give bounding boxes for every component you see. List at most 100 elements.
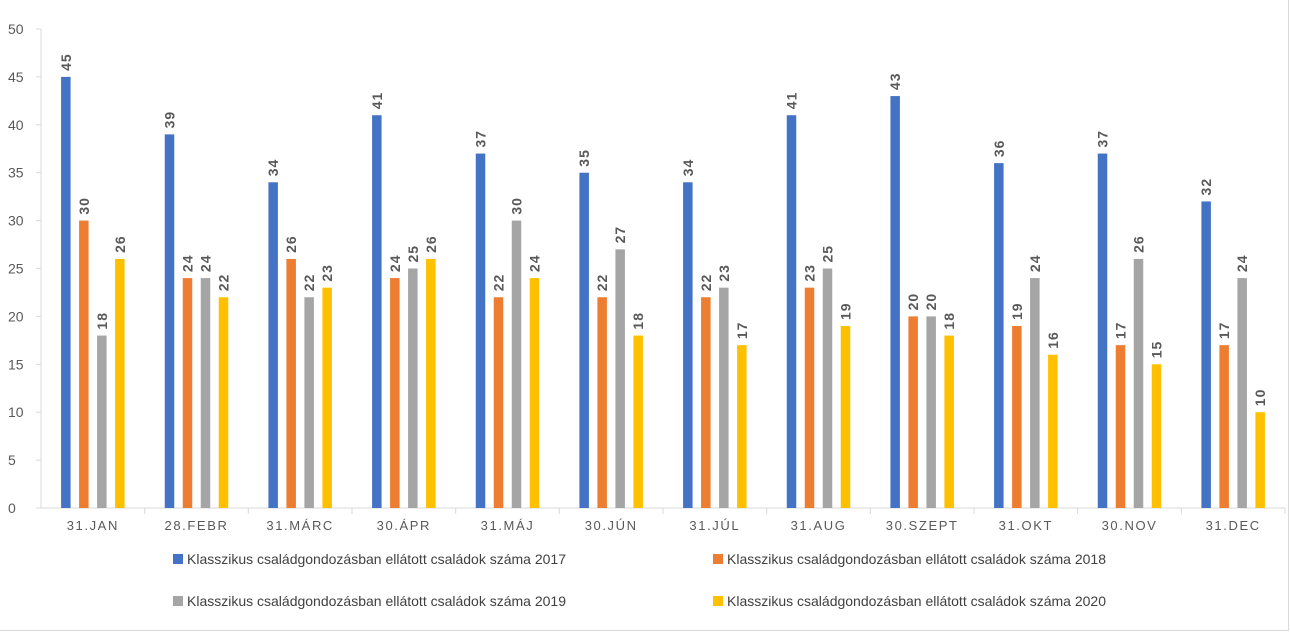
- bar: [719, 287, 729, 508]
- data-label: 22: [301, 274, 317, 292]
- bar: [615, 249, 625, 508]
- data-label: 19: [838, 302, 854, 320]
- data-label: 25: [405, 245, 421, 263]
- bar: [200, 278, 211, 508]
- data-label: 23: [802, 264, 818, 282]
- y-tick-label: 20: [8, 308, 24, 324]
- data-label: 18: [941, 312, 957, 330]
- data-label: 24: [387, 255, 403, 273]
- bar: [164, 134, 175, 508]
- x-tick-label: 30.ÁPR: [377, 518, 431, 533]
- data-label: 26: [1131, 235, 1147, 253]
- legend-label: Klasszikus családgondozásban ellátott cs…: [727, 593, 1106, 609]
- bar: [115, 258, 125, 508]
- bar: [840, 325, 851, 508]
- bar: [372, 115, 382, 508]
- x-tick-label: 28.FEBR: [165, 518, 229, 533]
- bar: [1012, 325, 1022, 508]
- bar: [1115, 345, 1126, 508]
- legend-swatch: [713, 554, 723, 564]
- data-label: 45: [58, 53, 74, 71]
- bar: [511, 220, 522, 508]
- y-tick-label: 30: [8, 213, 24, 229]
- data-label: 25: [820, 245, 836, 263]
- data-label: 22: [216, 274, 232, 292]
- data-label: 39: [162, 111, 178, 129]
- data-label: 20: [923, 293, 939, 311]
- data-label: 26: [283, 235, 299, 253]
- legend: Klasszikus családgondozásban ellátott cs…: [173, 551, 1106, 609]
- y-tick-label: 50: [8, 21, 24, 37]
- bar: [1151, 364, 1162, 508]
- data-label: 22: [594, 274, 610, 292]
- data-label: 26: [423, 235, 439, 253]
- bar: [1133, 258, 1144, 508]
- data-label: 41: [784, 92, 800, 110]
- bar: [408, 268, 418, 508]
- bar: [890, 96, 900, 508]
- data-label: 15: [1149, 341, 1165, 359]
- x-tick-label: 31.MÁJ: [481, 518, 535, 533]
- data-label: 26: [112, 235, 128, 253]
- bar: [426, 258, 436, 508]
- y-tick-label: 0: [8, 500, 16, 516]
- bar: [79, 220, 89, 508]
- y-tick-label: 40: [8, 117, 24, 133]
- bar: [218, 297, 229, 508]
- data-label: 30: [509, 197, 525, 215]
- bar: [822, 268, 833, 508]
- y-tick-label: 5: [8, 452, 16, 468]
- data-label: 17: [1216, 322, 1232, 340]
- y-tick-label: 45: [8, 69, 24, 85]
- x-tick-label: 30.NOV: [1102, 518, 1158, 533]
- bar: [390, 278, 400, 508]
- data-label: 37: [473, 130, 489, 148]
- bar: [1201, 201, 1211, 508]
- bar: [944, 335, 954, 508]
- bar: [804, 287, 815, 508]
- x-tick-label: 31.JÚL: [689, 518, 740, 533]
- bar: [304, 297, 314, 508]
- bar: [926, 316, 936, 508]
- data-label: 17: [1113, 322, 1129, 340]
- data-label: 18: [94, 312, 110, 330]
- data-label: 10: [1252, 389, 1268, 407]
- data-label: 41: [369, 92, 385, 110]
- data-label: 36: [991, 140, 1007, 158]
- x-tick-label: 31.JAN: [67, 518, 119, 533]
- bars: [61, 76, 1265, 509]
- legend-swatch: [173, 596, 183, 606]
- x-tick-label: 31.OKT: [999, 518, 1053, 533]
- bar: [1048, 354, 1058, 508]
- data-label: 22: [491, 274, 507, 292]
- data-label: 17: [734, 322, 750, 340]
- bar: [97, 335, 107, 508]
- y-tick-label: 25: [8, 261, 24, 277]
- bar: [1237, 278, 1247, 508]
- x-tick-label: 30.JÚN: [585, 518, 638, 533]
- legend-label: Klasszikus családgondozásban ellátott cs…: [187, 551, 566, 567]
- bar: [182, 278, 193, 508]
- data-label: 23: [716, 264, 732, 282]
- data-label: 24: [527, 255, 543, 273]
- bar: [286, 258, 296, 508]
- data-label: 37: [1095, 130, 1111, 148]
- data-label: 24: [1234, 255, 1250, 273]
- x-tick-label: 31.AUG: [791, 518, 847, 533]
- bar: [908, 316, 918, 508]
- data-label: 18: [630, 312, 646, 330]
- y-tick-label: 10: [8, 404, 24, 420]
- bar: [737, 345, 747, 508]
- data-label: 24: [1027, 255, 1043, 273]
- data-label: 34: [265, 159, 281, 177]
- data-label: 34: [680, 159, 696, 177]
- bar: [683, 182, 693, 508]
- data-label: 22: [698, 274, 714, 292]
- axes: 0 5 10 15 20 25 30 35 40 45 50 31.JAN 28.FEBR 31.MÁRC…: [8, 21, 1286, 533]
- bar: [529, 278, 540, 508]
- legend-label: Klasszikus családgondozásban ellátott cs…: [727, 551, 1106, 567]
- bar: [994, 163, 1004, 508]
- bar: [322, 287, 332, 508]
- data-label: 19: [1009, 302, 1025, 320]
